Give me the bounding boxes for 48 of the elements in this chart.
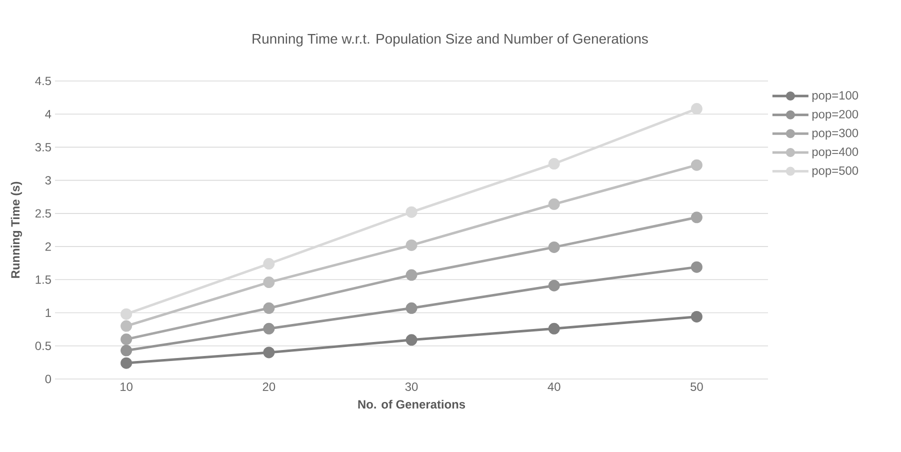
y-tick-label: 1	[46, 308, 51, 317]
point	[406, 334, 418, 346]
point	[263, 258, 275, 270]
x-tick-label: 30	[405, 382, 418, 391]
y-tick-label: 3.5	[35, 142, 51, 152]
y-tick-label: 2.5	[35, 209, 51, 218]
point	[263, 346, 275, 358]
point	[690, 261, 702, 273]
point	[690, 103, 702, 115]
point	[548, 280, 560, 292]
y-tick-label: 1.5	[36, 275, 51, 284]
point	[120, 344, 132, 356]
x-tick-label: 50	[690, 382, 703, 391]
point	[263, 302, 275, 314]
point	[263, 322, 275, 334]
x-axis-title: No. of Generations	[358, 400, 466, 409]
x-tick-label: 10	[120, 382, 132, 391]
point	[406, 239, 418, 251]
y-tick-label: 4	[45, 110, 52, 118]
point	[548, 158, 560, 170]
point	[548, 322, 560, 334]
point	[263, 276, 275, 288]
point	[120, 308, 132, 320]
legend-label: pop=400	[812, 148, 858, 158]
point	[548, 241, 560, 253]
y-tick-label: 2	[45, 242, 51, 251]
y-tick-label: 0.5	[35, 342, 51, 350]
legend-label: pop=300	[812, 128, 858, 140]
legend-label: pop=500	[812, 166, 858, 178]
y-tick-label: 4.5	[35, 76, 51, 86]
point	[548, 198, 560, 210]
y-tick-label: 0	[45, 374, 52, 384]
x-tick-label: 40	[548, 382, 560, 391]
point	[406, 269, 418, 281]
legend-label: pop=100	[812, 91, 858, 102]
legend-label: pop=200	[812, 110, 858, 121]
point	[120, 357, 132, 369]
point	[406, 206, 418, 218]
point	[690, 310, 702, 322]
y-axis-title: Running Time (s)	[10, 182, 22, 278]
point	[120, 334, 132, 345]
x-tick-label: 20	[262, 382, 276, 391]
point	[120, 320, 132, 332]
point	[690, 212, 702, 224]
point	[690, 159, 702, 171]
point	[406, 302, 418, 314]
chart-title: Running Time w.r.t. Population Size and Number of Generations	[252, 33, 648, 46]
y-tick-label: 3	[45, 176, 51, 185]
